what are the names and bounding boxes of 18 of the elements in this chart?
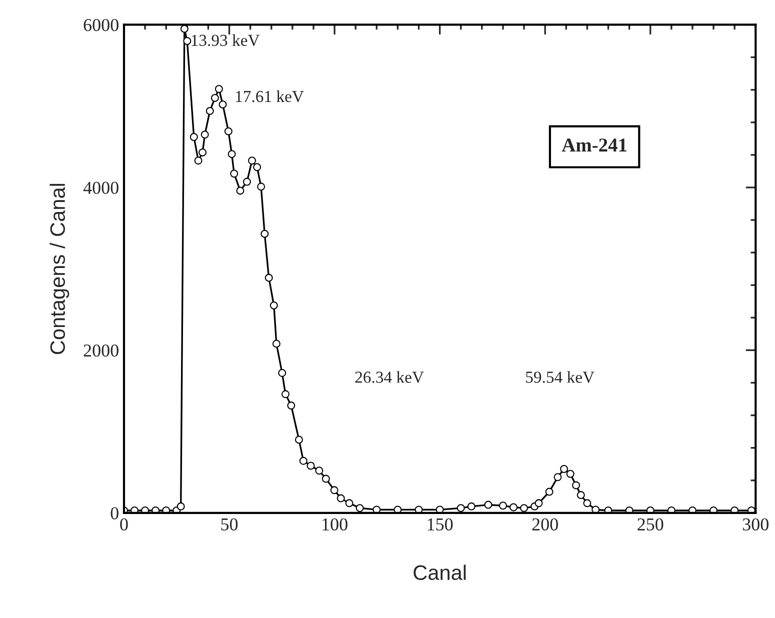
x-tick-label: 150 (428, 518, 453, 531)
x-tick-label: 250 (638, 518, 664, 531)
y-tick-label: 0 (110, 507, 118, 520)
x-tick-label: 100 (322, 518, 348, 531)
y-tick-label: 6000 (84, 18, 118, 32)
annotation: 59.54 keV (526, 371, 594, 383)
y-tick-label: 4000 (83, 182, 118, 194)
y-tick-label: 2000 (84, 344, 118, 357)
x-tick-label: 300 (742, 518, 768, 531)
x-tick-label: 200 (532, 518, 558, 531)
y-axis-title: Contagens / Canal (50, 184, 70, 354)
annotation: 26.34 keV (355, 371, 424, 383)
x-axis-title: Canal (414, 564, 466, 580)
x-tick-label: 0 (120, 518, 128, 531)
annotation: Am-241 (562, 138, 626, 152)
annotation: 17.61 keV (236, 90, 304, 102)
annotation: 13.93 keV (192, 34, 260, 46)
x-tick-label: 50 (221, 518, 238, 531)
